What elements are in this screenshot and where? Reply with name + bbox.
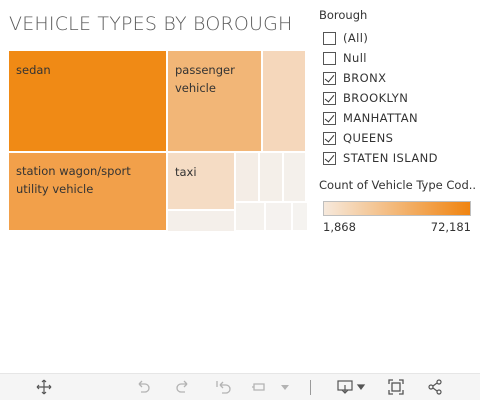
tile-label: taxi: [175, 165, 197, 179]
filter-item-bronx[interactable]: BRONX: [319, 68, 475, 88]
filter-item-manhattan[interactable]: MANHATTAN: [319, 108, 475, 128]
tile-label: passenger vehicle: [175, 63, 235, 95]
filter-item-brooklyn[interactable]: BROOKLYN: [319, 88, 475, 108]
checkbox[interactable]: [323, 31, 336, 45]
treemap-tile[interactable]: [168, 211, 236, 233]
checkbox-checked[interactable]: [323, 111, 336, 125]
filter-item-all[interactable]: (All): [319, 28, 475, 48]
checkbox-checked[interactable]: [323, 71, 336, 85]
color-legend-min: 1,868: [323, 220, 356, 234]
treemap-tile[interactable]: [260, 153, 284, 203]
checkbox-checked[interactable]: [323, 151, 336, 165]
tile-label: station wagon/sport utility vehicle: [16, 164, 131, 196]
filter-item-label: BRONX: [343, 71, 387, 85]
refresh-icon[interactable]: [249, 378, 269, 396]
borough-filter: Borough (All) Null BRONX BROOKLYN MANHAT…: [319, 8, 475, 168]
filter-item-label: BROOKLYN: [343, 91, 409, 105]
treemap-tile[interactable]: [266, 203, 293, 232]
undo-icon[interactable]: [133, 378, 153, 396]
filter-list: (All) Null BRONX BROOKLYN MANHATTAN QUEE…: [319, 28, 475, 168]
color-legend-title: Count of Vehicle Type Cod...: [319, 178, 475, 192]
treemap-tile[interactable]: [293, 203, 309, 232]
filter-item-null[interactable]: Null: [319, 48, 475, 68]
treemap: sedan passenger vehicle station wagon/sp…: [9, 51, 309, 233]
fullscreen-icon[interactable]: [386, 378, 406, 396]
filter-item-staten-island[interactable]: STATEN ISLAND: [319, 148, 475, 168]
filter-item-label: Null: [343, 51, 367, 65]
checkbox[interactable]: [323, 51, 336, 65]
toolbar-divider: [310, 380, 311, 395]
viz-title: VEHICLE TYPES BY BOROUGH: [9, 13, 293, 35]
treemap-tile-taxi[interactable]: taxi: [168, 153, 236, 211]
checkbox-checked[interactable]: [323, 131, 336, 145]
pause-dropdown-icon[interactable]: [279, 378, 291, 396]
treemap-tile-sedan[interactable]: sedan: [9, 51, 168, 153]
filter-item-label: MANHATTAN: [343, 111, 419, 125]
revert-icon[interactable]: [212, 378, 234, 396]
move-icon[interactable]: [34, 378, 54, 396]
color-legend-gradient: [323, 201, 471, 216]
treemap-tile-passenger-vehicle[interactable]: passenger vehicle: [168, 51, 263, 153]
share-icon[interactable]: [425, 378, 445, 396]
checkbox-checked[interactable]: [323, 91, 336, 105]
filter-item-label: STATEN ISLAND: [343, 151, 438, 165]
filter-title: Borough: [319, 8, 368, 22]
download-icon[interactable]: [335, 378, 367, 396]
redo-icon[interactable]: [173, 378, 193, 396]
color-legend-max: 72,181: [430, 220, 471, 234]
filter-item-label: (All): [343, 31, 369, 45]
viz-toolbar: [0, 373, 480, 400]
treemap-tile[interactable]: [236, 203, 266, 232]
treemap-tile[interactable]: [284, 153, 307, 203]
filter-item-queens[interactable]: QUEENS: [319, 128, 475, 148]
treemap-tile-station-wagon[interactable]: station wagon/sport utility vehicle: [9, 153, 168, 232]
treemap-tile[interactable]: [263, 51, 307, 153]
tile-label: sedan: [16, 63, 51, 77]
filter-item-label: QUEENS: [343, 131, 394, 145]
treemap-tile[interactable]: [236, 153, 260, 203]
